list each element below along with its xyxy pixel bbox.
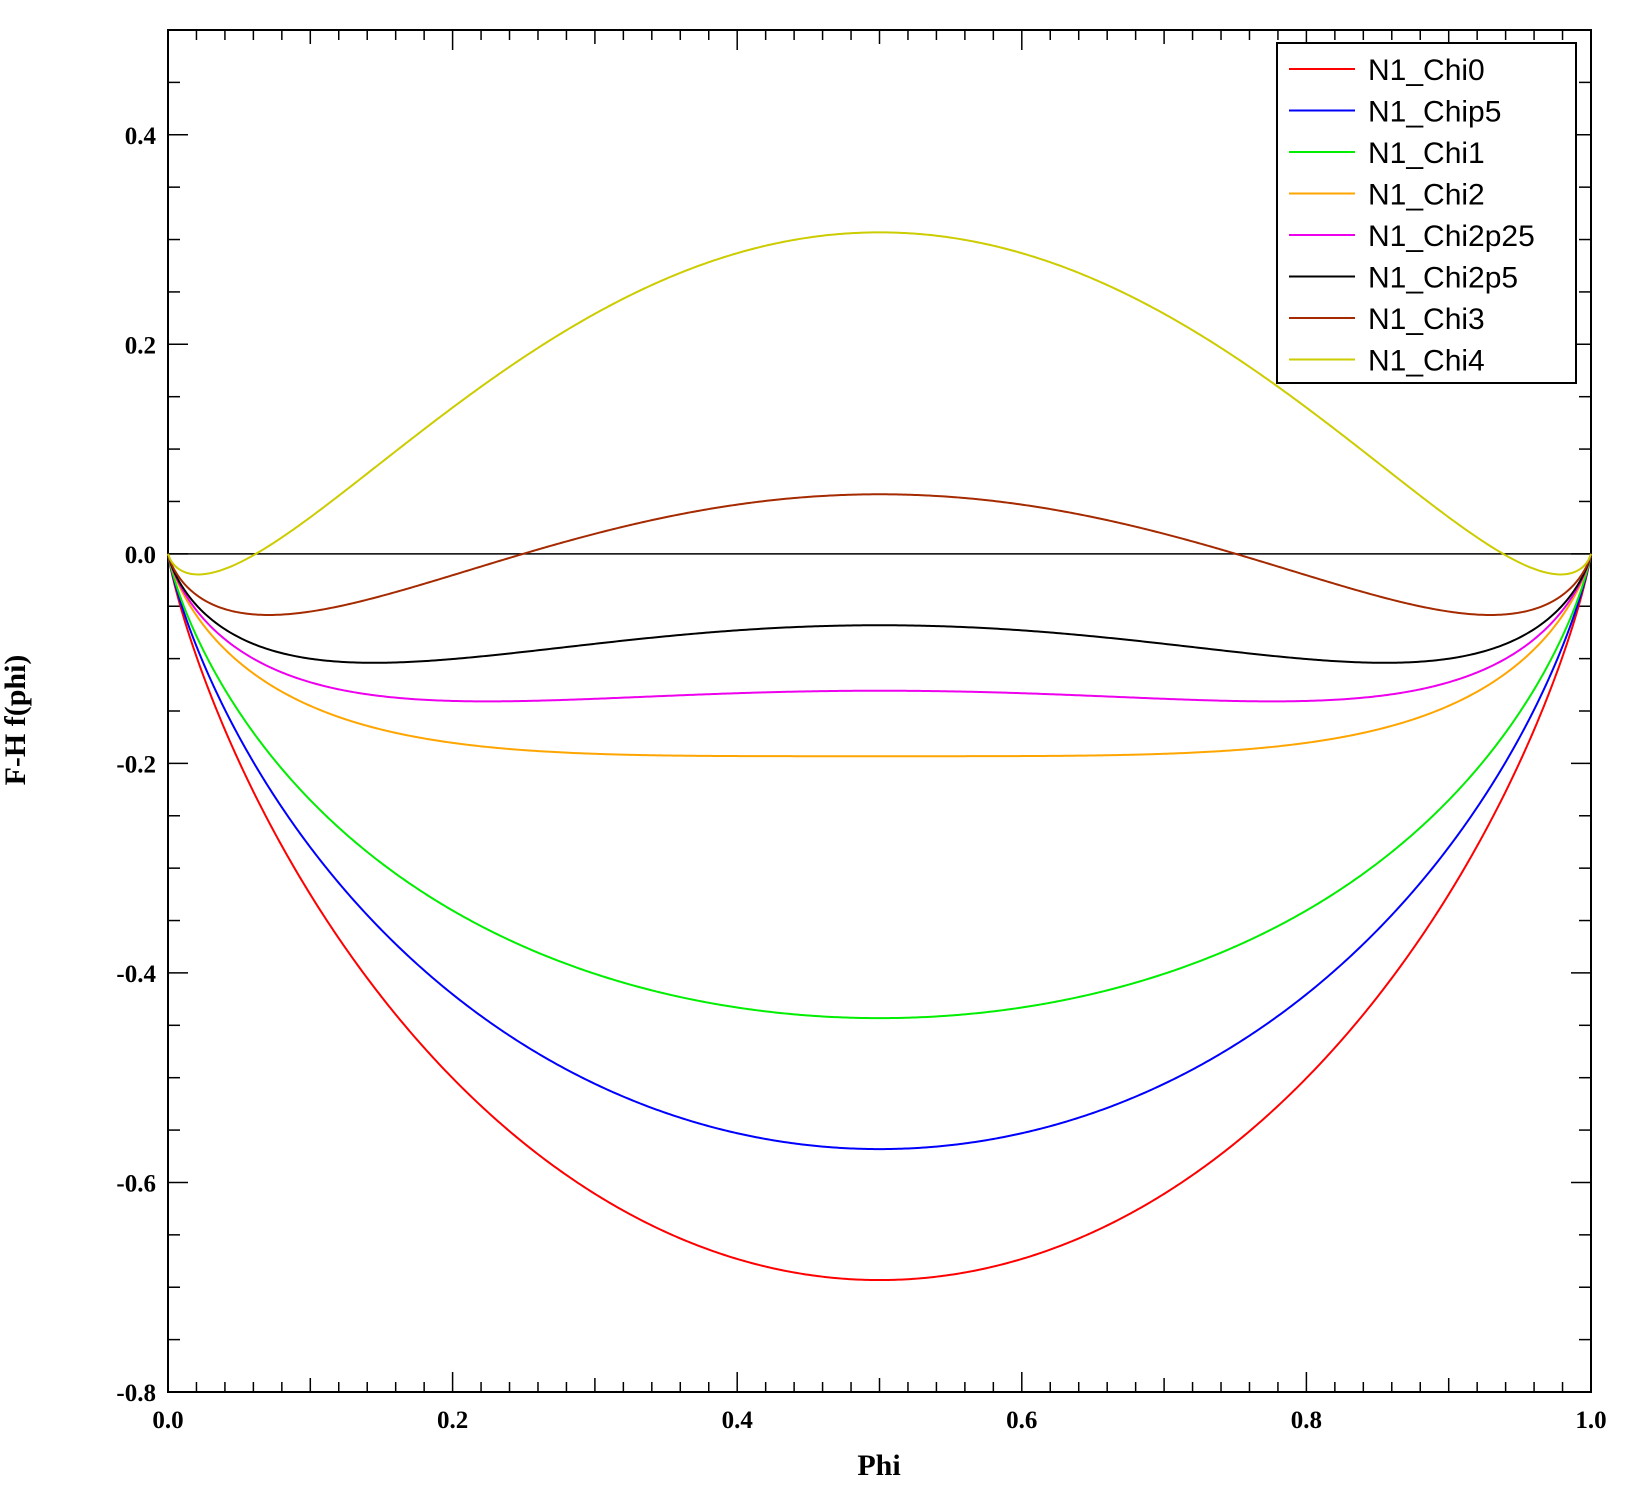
legend-label: N1_Chip5 (1368, 96, 1501, 129)
y-tick-label: -0.2 (116, 751, 156, 778)
series-line-n1-chi2p25 (167, 553, 1592, 703)
legend-label: N1_Chi0 (1368, 54, 1485, 87)
legend-label: N1_Chi2 (1368, 179, 1485, 212)
legend-label: N1_Chi3 (1368, 303, 1485, 336)
legend-label: N1_Chi2p5 (1368, 262, 1518, 295)
x-tick-label: 0.2 (437, 1407, 468, 1434)
series-line-n1-chi3 (167, 493, 1592, 616)
x-tick-label: 0.6 (1006, 1407, 1037, 1434)
series-line-n1-chip5 (167, 553, 1592, 1151)
series-line-n1-chi2p5 (167, 553, 1592, 664)
series-line-n1-chi0 (167, 553, 1592, 1282)
series-line-n1-chi1 (167, 553, 1592, 1020)
x-tick-label: 0.8 (1291, 1407, 1322, 1434)
y-tick-label: 0.0 (125, 542, 156, 569)
y-tick-label: 0.4 (125, 123, 157, 150)
tick-labels: 0.0 0.2 0.4 0.6 0.8 1.0 -0.8 -0.6 -0.4 -0.2 0.0 0.2… (116, 123, 1606, 1434)
x-axis-title: Phi (857, 1449, 900, 1482)
legend-label: N1_Chi1 (1368, 137, 1485, 170)
y-axis-title: F-H f(phi) (0, 655, 32, 786)
legend-label: N1_Chi2p25 (1368, 220, 1535, 253)
legend-label: N1_Chi4 (1368, 345, 1485, 378)
series-line-n1-chi4 (167, 231, 1592, 576)
axis-ticks (167, 29, 1592, 1393)
y-tick-label: -0.4 (116, 961, 156, 988)
series-line-n1-chi2 (167, 553, 1592, 758)
y-tick-label: 0.2 (125, 332, 156, 359)
y-tick-label: -0.8 (116, 1380, 156, 1407)
x-tick-label: 1.0 (1575, 1407, 1606, 1434)
legend: N1_Chi0 N1_Chip5 N1_Chi1 N1_Chi2 N1_Chi2p25 N… (1276, 42, 1577, 384)
y-tick-label: -0.6 (116, 1170, 156, 1197)
x-tick-label: 0.0 (152, 1407, 183, 1434)
legend-box (1276, 42, 1577, 384)
x-tick-label: 0.4 (722, 1407, 754, 1434)
series-lines (167, 231, 1592, 1282)
